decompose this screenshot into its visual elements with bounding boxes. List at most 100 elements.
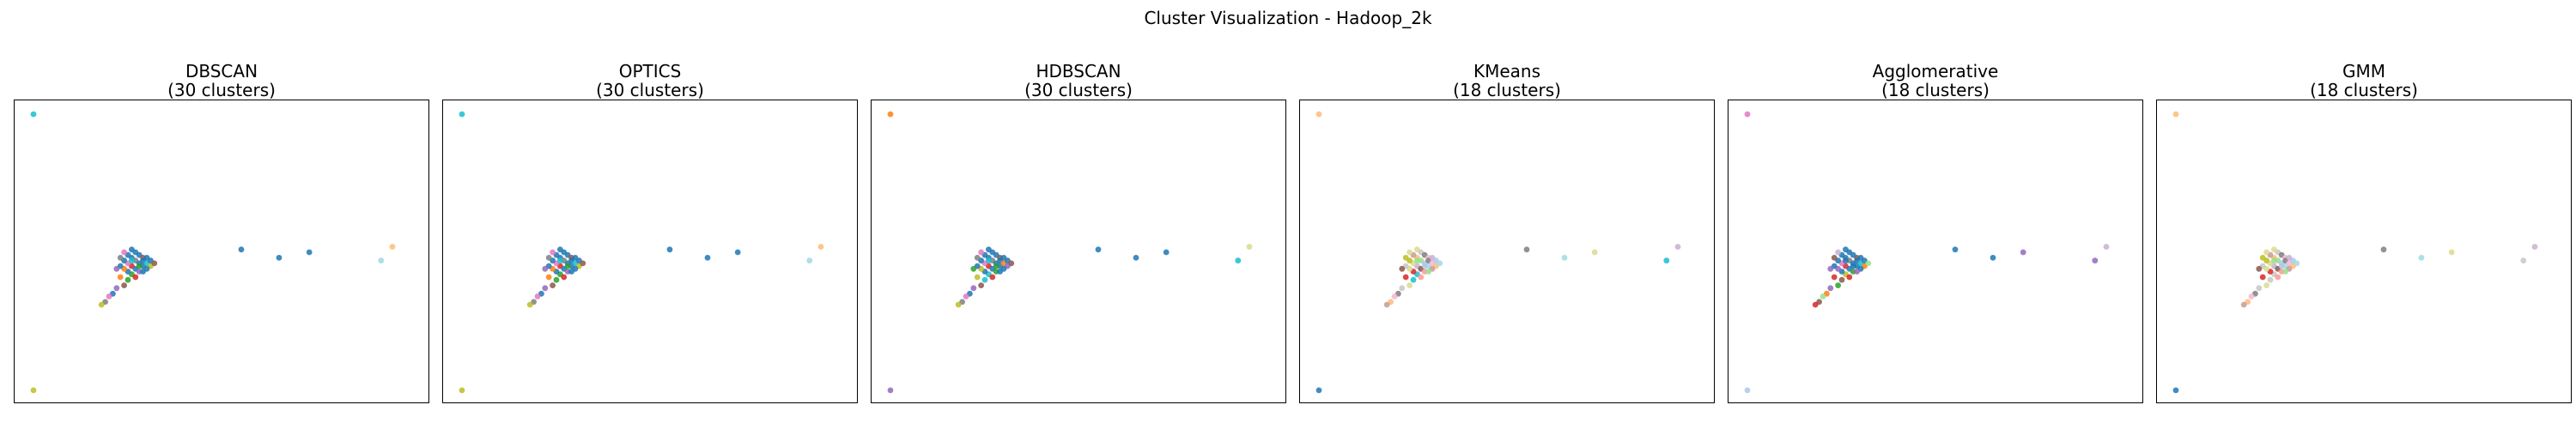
scatter-point: [545, 274, 552, 281]
scatter-point: [550, 249, 556, 256]
scatter-point: [98, 301, 105, 308]
scatter-point: [2531, 244, 2538, 250]
panel-title-method: OPTICS: [618, 61, 682, 82]
scatter-point: [986, 257, 992, 264]
scatter-point: [1133, 255, 1139, 261]
scatter-point: [734, 249, 741, 256]
scatter-point: [1383, 301, 1390, 308]
panel-title-method: Agglomerative: [1872, 61, 1999, 82]
scatter-point: [817, 244, 824, 250]
scatter-point: [2248, 293, 2255, 299]
scatter-point: [1315, 111, 1322, 118]
scatter-point: [2092, 257, 2099, 264]
panel-dbscan: DBSCAN (30 clusters): [14, 0, 429, 429]
scatter-point: [806, 257, 813, 264]
scatter-point: [113, 265, 120, 272]
scatter-point: [2275, 274, 2281, 281]
scatter-point: [306, 249, 313, 256]
scatter-point: [550, 282, 556, 288]
plot-area: [14, 100, 429, 403]
scatter-point: [1835, 249, 1841, 256]
scatter-point: [1410, 276, 1417, 283]
panel-title: DBSCAN (30 clusters): [14, 62, 429, 100]
scatter-point: [534, 293, 541, 299]
scatter-point: [997, 269, 1003, 275]
scatter-point: [1406, 282, 1413, 288]
panel-title-clusters: (30 clusters): [1024, 80, 1133, 100]
scatter-point: [989, 274, 996, 281]
scatter-point: [1674, 244, 1681, 250]
panel-gmm: GMM (18 clusters): [2156, 0, 2572, 429]
scatter-point: [121, 249, 127, 256]
scatter-point: [1990, 255, 1996, 261]
scatter-point: [963, 293, 969, 299]
panel-title-clusters: (18 clusters): [1881, 80, 1990, 100]
scatter-point: [2418, 255, 2425, 261]
scatter-point: [2263, 282, 2269, 288]
scatter-point: [1744, 111, 1751, 118]
scatter-point: [2256, 285, 2263, 292]
scatter-point: [1402, 255, 1409, 261]
scatter-point: [2172, 111, 2179, 118]
scatter-point: [1421, 263, 1428, 269]
scatter-point: [1429, 255, 1436, 261]
scatter-point: [1406, 249, 1413, 256]
scatter-point: [978, 282, 984, 288]
scatter-point: [553, 276, 560, 283]
scatter-point: [1000, 255, 1007, 261]
scatter-point: [2259, 274, 2266, 281]
scatter-point: [542, 265, 549, 272]
scatter-point: [1827, 265, 1834, 272]
panel-title-clusters: (18 clusters): [2310, 80, 2418, 100]
scatter-point: [1846, 274, 1853, 281]
scatter-point: [1402, 274, 1409, 281]
scatter-point: [1235, 257, 1242, 264]
scatter-point: [1561, 255, 1568, 261]
scatter-point: [666, 246, 673, 253]
scatter-point: [970, 265, 977, 272]
scatter-point: [1744, 387, 1751, 394]
scatter-point: [545, 255, 552, 261]
scatter-point: [2259, 255, 2266, 261]
scatter-point: [276, 255, 283, 261]
scatter-point: [121, 282, 127, 288]
scatter-plot: [459, 111, 824, 394]
panel-title-clusters: (30 clusters): [167, 80, 276, 100]
scatter-point: [1854, 269, 1860, 275]
scatter-point: [1523, 246, 1530, 253]
panel-optics: OPTICS (30 clusters): [442, 0, 858, 429]
scatter-point: [1827, 285, 1834, 292]
scatter-point: [1315, 387, 1322, 394]
plot-area: [1299, 100, 1715, 403]
scatter-point: [572, 255, 579, 261]
scatter-point: [1812, 301, 1819, 308]
scatter-point: [2172, 387, 2179, 394]
scatter-point: [1663, 257, 1670, 264]
scatter-point: [1831, 255, 1838, 261]
scatter-point: [1418, 274, 1425, 281]
scatter-point: [970, 285, 977, 292]
panel-kmeans: KMeans (18 clusters): [1299, 0, 1715, 429]
scatter-point: [125, 276, 131, 283]
scatter-point: [564, 263, 571, 269]
scatter-point: [1391, 293, 1398, 299]
panel-title: KMeans (18 clusters): [1299, 62, 1715, 100]
panel-title: GMM (18 clusters): [2156, 62, 2572, 100]
scatter-point: [974, 255, 981, 261]
scatter-point: [1437, 260, 1443, 267]
plot-area: [442, 100, 858, 403]
scatter-point: [1820, 293, 1826, 299]
scatter-plot: [2172, 111, 2538, 394]
scatter-point: [1857, 255, 1864, 261]
scatter-point: [1425, 269, 1431, 275]
scatter-point: [955, 301, 962, 308]
panel-title-method: KMeans: [1473, 61, 1541, 82]
panel-title: Agglomerative (18 clusters): [1728, 62, 2143, 100]
scatter-point: [459, 387, 465, 394]
scatter-point: [2263, 249, 2269, 256]
scatter-point: [2256, 265, 2263, 272]
scatter-point: [2240, 301, 2247, 308]
scatter-plot: [1744, 111, 2110, 394]
scatter-point: [2293, 260, 2300, 267]
